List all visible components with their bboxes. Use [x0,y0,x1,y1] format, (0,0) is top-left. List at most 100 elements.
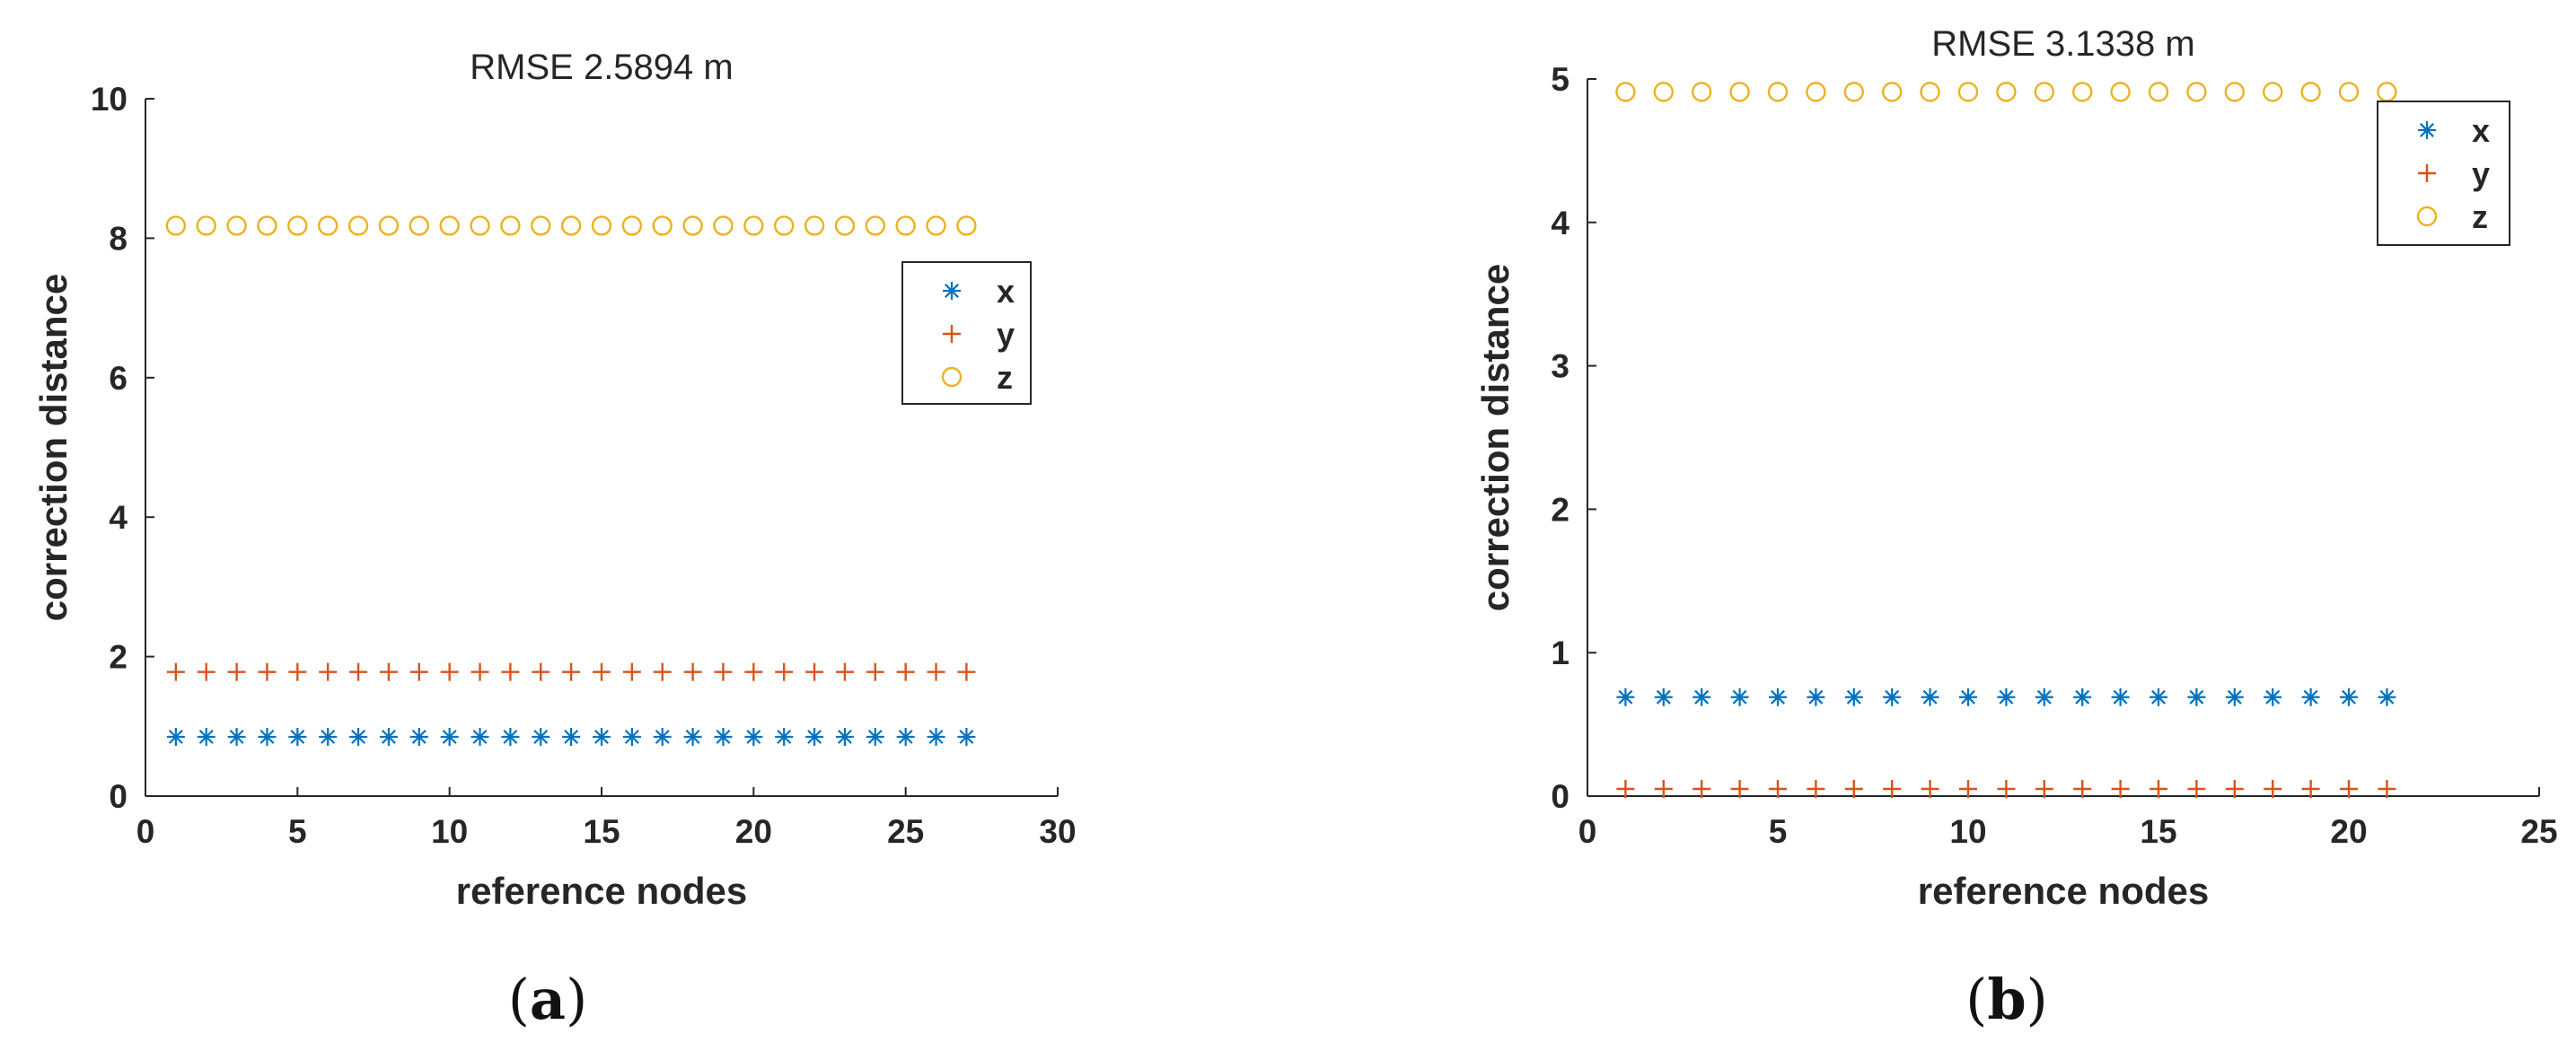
chart-a-point-x [409,727,428,746]
chart-a-x-tick-label: 5 [288,813,307,850]
chart-b-point-z-shape [1653,82,1675,102]
chart-a-x-tick-label: 25 [887,813,924,850]
chart-b-point-y [1921,780,1939,799]
chart-b-point-z [2224,82,2246,102]
chart-b-point-z [2034,82,2055,102]
chart-b-point-z-shape [2300,82,2321,102]
chart-b-point-x-d2 [2303,689,2318,705]
chart-a-point-z [347,215,369,236]
chart-b-point-x-d2 [1999,689,2014,705]
chart-a-legend: xyz [901,261,1032,405]
chart-b-x-tick-label: 20 [2330,813,2367,850]
chart-a-title: RMSE 2.5894 m [470,48,733,87]
chart-a-point-y [775,662,794,681]
chart-b-point-y [2111,780,2130,799]
chart-b-point-y [1959,780,1977,799]
chart-b-y-tick-label: 2 [1551,491,1569,528]
chart-a-point-x [714,727,733,746]
chart-a-point-z [439,215,460,236]
chart-b-point-y [2340,780,2358,799]
chart-a-series-y [166,662,976,681]
chart-a-point-z-shape [347,215,369,236]
chart-b-point-x-d2 [2036,689,2052,705]
chart-a-point-z-shape [378,215,400,236]
chart-b-y-tick-label: 4 [1551,205,1569,241]
chart-b-point-x [2264,688,2282,706]
chart-b-point-x [1769,688,1787,706]
chart-b-y-tick-label: 1 [1551,635,1569,671]
chart-b-y-tick-label: 0 [1551,778,1569,815]
chart-b-point-x-d2 [2189,689,2204,705]
chart-a-point-x-d2 [564,729,579,744]
chart-a-point-z [560,215,582,236]
chart-a-point-x [501,727,520,746]
chart-b-point-x [2073,688,2092,706]
chart-a-point-z [743,215,764,236]
chart-a-point-z [287,215,308,236]
chart-b-point-z [2377,82,2397,102]
chart-a-point-y [319,662,338,681]
chart-a-point-z [196,215,216,236]
chart-a-point-z-shape [956,215,977,236]
chart-b-point-z-shape [2110,82,2131,102]
chart-b-x-tick-label: 15 [2140,813,2176,850]
chart-a-point-x [227,727,246,746]
chart-a-point-x [957,727,976,746]
chart-b-point-z [1729,82,1750,102]
chart-b-legend-label-y: y [2472,155,2490,192]
chart-b-point-z-shape [1843,82,1865,102]
chart-b-point-z-shape [2186,82,2207,102]
chart-b-point-x [1730,688,1749,706]
chart-a-point-z-shape [560,215,582,236]
chart-a-point-x [622,727,641,746]
chart-a-point-z-shape [865,215,885,236]
chart-a-point-x-d2 [533,729,549,744]
chart-a-point-z-shape [834,215,856,236]
chart-b-point-x-d2 [1808,689,1824,705]
chart-b-legend-marker-z-shape [2416,206,2438,227]
chart-a-point-x [288,727,307,746]
chart-a-point-x-d2 [655,729,670,744]
chart-b-title: RMSE 3.1338 m [1931,24,2194,64]
chart-b-point-x-d2 [1771,689,1785,705]
chart-b-x-tick-label: 5 [1769,813,1788,850]
chart-a-legend-marker-y [943,325,961,343]
chart-b-point-x-d2 [2075,689,2090,705]
chart-a-point-y [227,662,246,681]
chart-a-point-x [440,727,459,746]
chart-a-legend-marker-x-d2 [945,284,959,298]
chart-b-point-y [2264,780,2282,799]
chart-b-point-y [2301,780,2320,799]
chart-a-point-x [197,727,215,746]
chart-a-point-z-shape [500,215,521,236]
chart-b-point-x [2340,688,2358,706]
chart-a-point-x-d2 [381,729,396,744]
chart-a-point-z [956,215,977,236]
chart-a-point-x [683,727,702,746]
chart-b-point-y [2187,780,2206,799]
chart-panel-b: 0 5 10 15 20 25 0 1 2 3 4 5 RMSE 3.1338 m reference n… [1474,24,2558,912]
chart-a-point-z-shape [196,215,216,236]
chart-b-point-z [1843,82,1865,102]
chart-a-point-x [166,727,185,746]
chart-b-point-y [2225,780,2244,799]
chart-b-point-x-d2 [1922,689,1938,705]
chart-a-point-x-d2 [472,729,488,744]
chart-a-point-x-d2 [442,729,457,744]
chart-a-point-z-shape [591,215,612,236]
chart-a-point-z [257,215,277,236]
chart-a-point-x [866,727,884,746]
chart-b-x-axis-label: reference nodes [1918,870,2209,912]
chart-a-point-y [593,662,611,681]
chart-b-point-y [2035,780,2053,799]
chart-a-point-x-d2 [807,729,822,744]
chart-b-point-x [1692,688,1711,706]
chart-a-point-x [896,727,915,746]
chart-b-point-z [1881,82,1903,102]
chart-a-point-y [805,662,824,681]
chart-b-point-x-d2 [1961,689,1975,705]
chart-a-point-y [349,662,368,681]
chart-b-point-x [1883,688,1902,706]
chart-b-point-x-d2 [1732,689,1747,705]
chart-a-point-z [713,215,734,236]
